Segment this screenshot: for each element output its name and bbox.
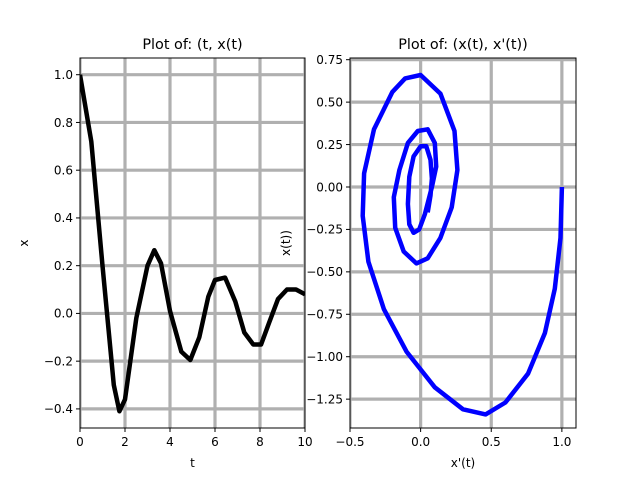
left-plot-time-series: 0 2 4 6 8 10 −0.4 −0.2 0.0 0.2 0.4 0.6 0.8 1.0 Plot of… [17,37,313,470]
right-xtick-label-2: 0.5 [482,435,501,449]
left-ytick-label-1: −0.2 [44,354,73,368]
left-xtick-label-3: 6 [211,435,219,449]
left-ytick-label-6: 0.8 [54,116,73,130]
left-axes-frame [79,57,306,429]
left-ytick-label-5: 0.6 [54,163,73,177]
right-y-axis-label: x(t)) [279,230,293,256]
left-x-axis-label: t [190,456,195,470]
left-chart-title: Plot of: (t, x(t) [142,37,242,53]
right-ytick-label-5: 0.00 [316,180,343,194]
left-ytick-label-3: 0.2 [54,259,73,273]
left-ytick-label-0: −0.4 [44,402,73,416]
right-series-line [360,72,565,417]
left-series-line [80,74,305,414]
left-y-axis-label: x [17,239,31,246]
right-xtick-label-0: −0.5 [335,435,364,449]
right-axes-frame [349,57,577,429]
left-xtick-label-5: 10 [297,435,312,449]
right-chart-title: Plot of: (x(t), x'(t)) [398,37,528,53]
right-ytick-label-7: 0.50 [316,95,343,109]
right-xtick-label-1: 0.0 [411,435,430,449]
left-grid [80,58,305,428]
right-plot-phase-portrait: −0.5 0.0 0.5 1.0 −1.25 −1.00 −0.75 −0.50 −0.25 0.… [279,37,577,470]
left-xtick-label-2: 4 [166,435,174,449]
right-ytick-label-3: −0.50 [306,265,343,279]
left-xtick-label-1: 2 [121,435,129,449]
right-ytick-label-8: 0.75 [316,53,343,67]
right-ytick-label-1: −1.00 [306,350,343,364]
right-ytick-label-0: −1.25 [306,392,343,406]
right-ytick-label-6: 0.25 [316,138,343,152]
left-ytick-label-2: 0.0 [54,307,73,321]
right-x-axis-label: x'(t) [451,456,475,470]
right-ytick-label-4: −0.25 [306,223,343,237]
left-ytick-label-4: 0.4 [54,211,73,225]
left-xtick-label-4: 8 [256,435,264,449]
right-xtick-label-3: 1.0 [552,435,571,449]
right-ytick-label-2: −0.75 [306,308,343,322]
left-ytick-label-7: 1.0 [54,68,73,82]
left-xtick-label-0: 0 [76,435,84,449]
